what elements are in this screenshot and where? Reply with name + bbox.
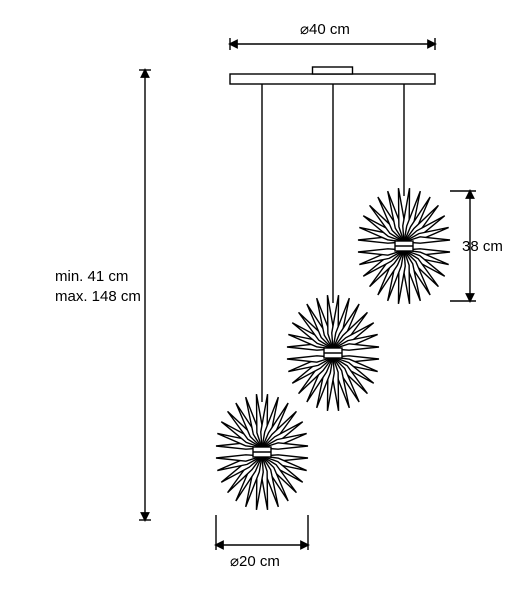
height-min-label: min. 41 cm	[55, 268, 128, 285]
pendant-icon	[216, 394, 308, 510]
pendant-icon	[287, 295, 379, 411]
top-width-label: ⌀40 cm	[300, 20, 350, 38]
bottom-diam-label: ⌀20 cm	[230, 552, 280, 570]
pendant-height-label: 38 cm	[462, 238, 503, 255]
pendant-icon	[358, 188, 450, 304]
height-max-label: max. 148 cm	[55, 288, 141, 305]
